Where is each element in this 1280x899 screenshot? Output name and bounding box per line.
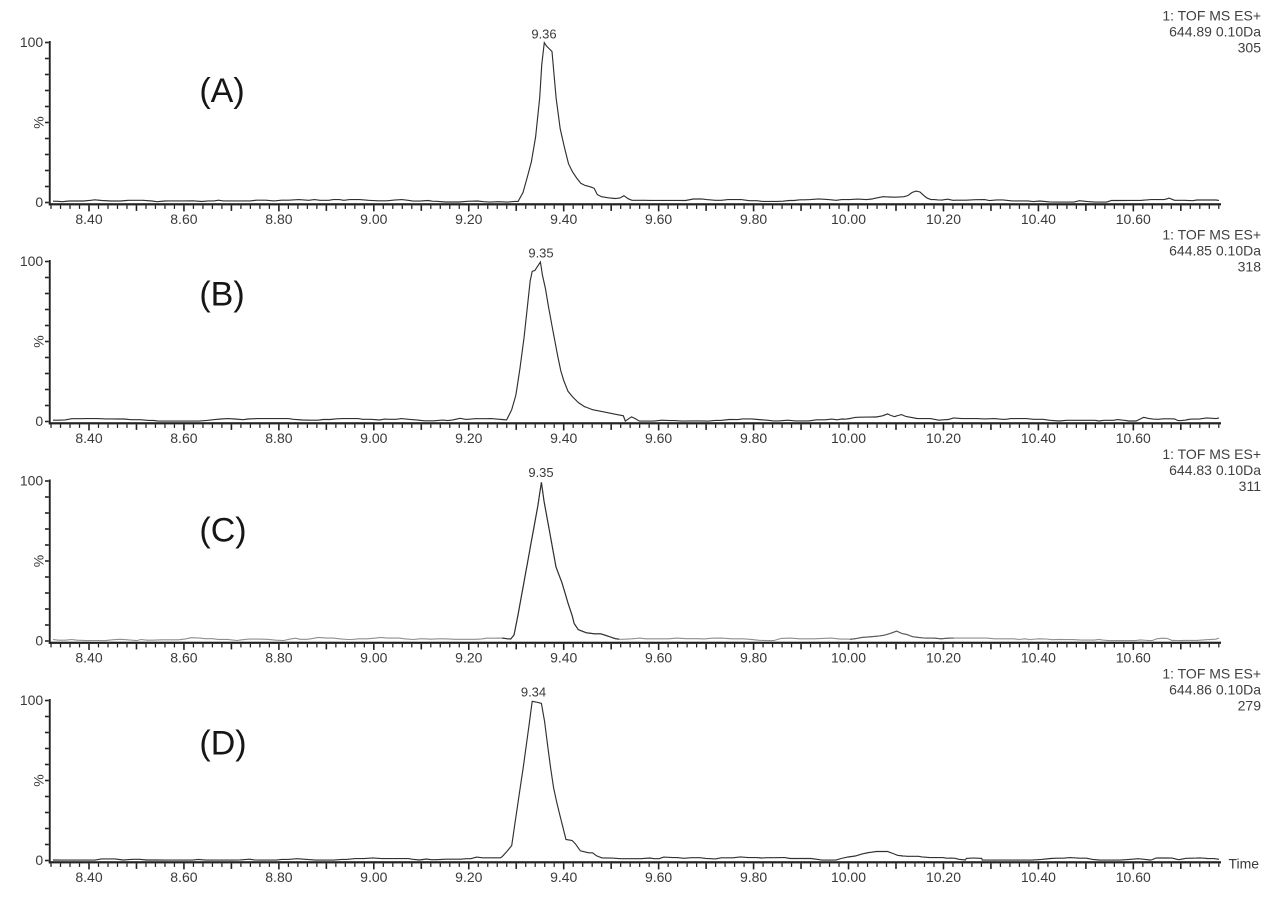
svg-text:8.60: 8.60 (170, 650, 197, 666)
svg-text:9.60: 9.60 (645, 650, 672, 666)
svg-text:%: % (30, 774, 46, 786)
svg-text:9.60: 9.60 (645, 869, 672, 885)
svg-text:311: 311 (1239, 478, 1262, 494)
svg-text:9.80: 9.80 (740, 211, 767, 227)
svg-text:10.60: 10.60 (1116, 211, 1151, 227)
svg-text:9.00: 9.00 (360, 430, 387, 446)
svg-text:8.80: 8.80 (265, 869, 292, 885)
svg-text:8.80: 8.80 (265, 211, 292, 227)
svg-text:%: % (30, 555, 46, 567)
svg-text:8.40: 8.40 (75, 869, 102, 885)
svg-text:(C): (C) (199, 512, 246, 550)
svg-text:9.20: 9.20 (455, 211, 482, 227)
svg-text:9.35: 9.35 (528, 246, 553, 261)
svg-text:0: 0 (35, 852, 43, 868)
svg-text:9.60: 9.60 (645, 430, 672, 446)
svg-text:10.60: 10.60 (1116, 430, 1151, 446)
svg-text:644.89 0.10Da: 644.89 0.10Da (1169, 24, 1261, 40)
svg-text:9.40: 9.40 (550, 869, 577, 885)
svg-text:9.00: 9.00 (360, 869, 387, 885)
svg-text:10.00: 10.00 (831, 869, 866, 885)
svg-text:8.60: 8.60 (170, 869, 197, 885)
svg-text:9.20: 9.20 (455, 650, 482, 666)
svg-text:9.60: 9.60 (645, 211, 672, 227)
svg-text:10.60: 10.60 (1116, 869, 1151, 885)
svg-text:10.00: 10.00 (831, 650, 866, 666)
svg-text:10.40: 10.40 (1021, 869, 1056, 885)
svg-text:8.40: 8.40 (75, 430, 102, 446)
svg-text:0: 0 (35, 194, 43, 210)
svg-text:8.80: 8.80 (265, 430, 292, 446)
svg-text:318: 318 (1238, 259, 1262, 275)
svg-text:9.00: 9.00 (360, 211, 387, 227)
svg-text:9.40: 9.40 (550, 430, 577, 446)
svg-text:1: TOF MS ES+: 1: TOF MS ES+ (1162, 446, 1261, 462)
svg-text:9.40: 9.40 (550, 650, 577, 666)
svg-text:9.80: 9.80 (740, 430, 767, 446)
svg-text:644.83 0.10Da: 644.83 0.10Da (1169, 462, 1261, 478)
svg-text:Time: Time (1229, 855, 1260, 871)
svg-text:10.20: 10.20 (926, 211, 961, 227)
svg-text:1: TOF MS ES+: 1: TOF MS ES+ (1162, 227, 1261, 243)
svg-text:644.86 0.10Da: 644.86 0.10Da (1169, 682, 1261, 698)
svg-text:8.40: 8.40 (75, 211, 102, 227)
svg-text:9.35: 9.35 (528, 465, 553, 480)
svg-text:(B): (B) (199, 276, 244, 314)
svg-text:10.40: 10.40 (1021, 430, 1056, 446)
svg-text:0: 0 (35, 413, 43, 429)
svg-text:10.00: 10.00 (831, 211, 866, 227)
svg-text:10.40: 10.40 (1021, 211, 1056, 227)
svg-text:10.20: 10.20 (926, 869, 961, 885)
svg-text:1: TOF MS ES+: 1: TOF MS ES+ (1162, 8, 1261, 24)
svg-text:8.60: 8.60 (170, 430, 197, 446)
svg-text:1: TOF MS ES+: 1: TOF MS ES+ (1162, 666, 1261, 682)
svg-text:9.00: 9.00 (360, 650, 387, 666)
svg-text:10.00: 10.00 (831, 430, 866, 446)
svg-text:9.80: 9.80 (740, 869, 767, 885)
svg-text:%: % (30, 335, 46, 347)
svg-text:10.20: 10.20 (926, 430, 961, 446)
svg-text:9.34: 9.34 (521, 685, 546, 700)
svg-text:9.20: 9.20 (455, 869, 482, 885)
svg-text:9.20: 9.20 (455, 430, 482, 446)
svg-text:100: 100 (20, 34, 44, 50)
svg-text:644.85 0.10Da: 644.85 0.10Da (1169, 243, 1261, 259)
svg-text:9.80: 9.80 (740, 650, 767, 666)
svg-text:279: 279 (1238, 698, 1262, 714)
svg-text:9.36: 9.36 (531, 27, 556, 42)
svg-text:100: 100 (20, 253, 44, 269)
svg-text:(D): (D) (199, 725, 246, 763)
svg-text:8.80: 8.80 (265, 650, 292, 666)
svg-text:10.20: 10.20 (926, 650, 961, 666)
svg-text:%: % (30, 116, 46, 128)
svg-text:8.40: 8.40 (75, 650, 102, 666)
svg-text:10.40: 10.40 (1021, 650, 1056, 666)
svg-text:10.60: 10.60 (1116, 650, 1151, 666)
svg-text:8.60: 8.60 (170, 211, 197, 227)
svg-text:305: 305 (1238, 40, 1262, 56)
svg-text:9.40: 9.40 (550, 211, 577, 227)
svg-text:100: 100 (20, 692, 44, 708)
svg-text:(A): (A) (199, 72, 244, 110)
svg-text:100: 100 (20, 472, 44, 488)
svg-text:0: 0 (35, 633, 43, 649)
